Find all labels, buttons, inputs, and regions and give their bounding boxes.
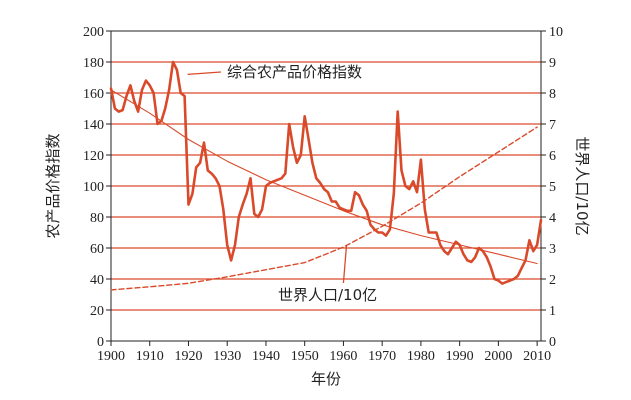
y-axis-label-left: 农产品价格指数 <box>44 133 62 238</box>
y-tick-label-right: 4 <box>549 211 556 226</box>
annotation-population-label: 世界人口/10亿 <box>278 286 377 304</box>
y-tick-label-right: 2 <box>549 273 556 288</box>
y-tick-label-right: 10 <box>549 25 563 40</box>
x-tick-label: 1910 <box>136 349 164 364</box>
y-tick-label-left: 200 <box>83 25 104 40</box>
y-tick-label-left: 80 <box>90 211 104 226</box>
gridlines <box>111 61 541 311</box>
x-tick-label: 1900 <box>97 349 125 364</box>
y-tick-label-right: 6 <box>549 149 556 164</box>
x-tick-label: 1990 <box>446 349 474 364</box>
y-tick-label-left: 160 <box>83 87 104 102</box>
x-tick-label: 1930 <box>213 349 241 364</box>
annotation-leader <box>187 71 222 76</box>
series-lines <box>109 60 543 291</box>
y-tick-label-left: 0 <box>97 335 104 350</box>
x-tick-label: 1960 <box>329 349 357 364</box>
y-tick-label-right: 5 <box>549 180 556 195</box>
series-price_index <box>109 60 543 285</box>
x-tick-label: 1950 <box>291 349 319 364</box>
y-tick-label-right: 9 <box>549 56 556 71</box>
y-tick-label-left: 40 <box>90 273 104 288</box>
series-price_trend <box>110 89 538 265</box>
series-population <box>110 126 538 291</box>
x-tick-label: 2010 <box>523 349 551 364</box>
y-axis-label-right: 世界人口/10亿 <box>573 136 591 235</box>
x-tick-label: 1980 <box>407 349 435 364</box>
y-tick-label-right: 1 <box>549 304 556 319</box>
y-tick-label-left: 60 <box>90 242 104 257</box>
y-tick-label-left: 180 <box>83 56 104 71</box>
x-tick-label: 1970 <box>368 349 396 364</box>
x-tick-label: 1920 <box>174 349 202 364</box>
annotation-leader <box>342 244 348 284</box>
x-tick-label: 2000 <box>484 349 512 364</box>
y-tick-label-right: 0 <box>549 335 556 350</box>
y-tick-label-right: 8 <box>549 87 556 102</box>
axis-ticks: 1900 1910 1920 1930 1940 1950 1960 1970 1980 1990… <box>83 25 563 364</box>
y-tick-label-right: 7 <box>549 118 556 133</box>
x-tick-label: 1940 <box>252 349 280 364</box>
y-tick-label-left: 120 <box>83 149 104 164</box>
y-tick-label-left: 100 <box>83 180 104 195</box>
x-axis-label: 年份 <box>311 370 341 388</box>
annotation-price-index-label: 综合农产品价格指数 <box>227 63 362 81</box>
y-tick-label-right: 3 <box>549 242 556 257</box>
y-tick-label-left: 140 <box>83 118 104 133</box>
y-tick-label-left: 20 <box>90 304 104 319</box>
